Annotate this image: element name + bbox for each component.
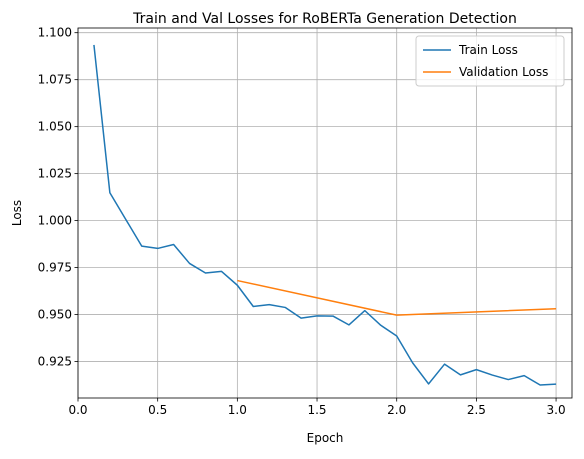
x-tick-label: 0.5 [148, 403, 167, 417]
y-axis-label: Loss [10, 200, 24, 226]
axis-ticks: 0.0 0.5 1.0 1.5 2.0 2.5 3.0 0.925 0.950 0.975 1.00… [38, 26, 566, 417]
y-tick-label: 0.975 [38, 261, 72, 275]
series-line-train-loss [93, 44, 557, 386]
y-tick-label: 1.100 [38, 26, 72, 40]
legend-label-validation-loss: Validation Loss [459, 65, 548, 79]
x-tick-label: 2.0 [387, 403, 406, 417]
plot-frame [77, 27, 573, 399]
grid-lines [77, 28, 572, 398]
y-tick-label: 1.000 [38, 214, 72, 228]
x-tick-label: 1.0 [228, 403, 247, 417]
plot-area-background [78, 28, 572, 398]
y-tick-label: 0.925 [38, 355, 72, 369]
x-tick-label: 2.5 [467, 403, 486, 417]
series-lines [93, 44, 557, 386]
legend: Train Loss Validation Loss [415, 35, 565, 87]
series-line-validation-loss [237, 279, 557, 316]
y-tick-label: 0.950 [38, 308, 72, 322]
y-tick-label: 1.025 [38, 167, 72, 181]
y-tick-label: 1.050 [38, 120, 72, 134]
x-axis-label: Epoch [307, 431, 344, 445]
chart-title: Train and Val Losses for RoBERTa Generat… [132, 11, 517, 27]
x-tick-label: 0.0 [68, 403, 87, 417]
legend-label-train-loss: Train Loss [458, 43, 518, 57]
y-tick-label: 1.075 [38, 73, 72, 87]
x-tick-label: 1.5 [307, 403, 326, 417]
legend-box [415, 35, 565, 87]
x-tick-label: 3.0 [547, 403, 566, 417]
